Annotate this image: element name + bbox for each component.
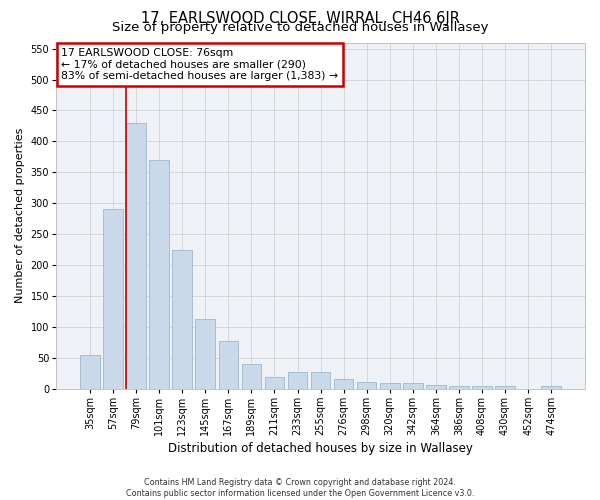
Bar — [265, 378, 284, 388]
Bar — [541, 386, 561, 388]
Bar — [311, 372, 331, 388]
Bar — [357, 382, 376, 388]
Bar — [126, 123, 146, 388]
Bar — [149, 160, 169, 388]
Bar — [449, 386, 469, 388]
Text: Contains HM Land Registry data © Crown copyright and database right 2024.
Contai: Contains HM Land Registry data © Crown c… — [126, 478, 474, 498]
Text: Size of property relative to detached houses in Wallasey: Size of property relative to detached ho… — [112, 21, 488, 34]
Bar — [80, 354, 100, 388]
Bar — [172, 250, 192, 388]
Bar — [218, 341, 238, 388]
Bar — [380, 383, 400, 388]
Bar — [242, 364, 261, 388]
Text: 17, EARLSWOOD CLOSE, WIRRAL, CH46 6JR: 17, EARLSWOOD CLOSE, WIRRAL, CH46 6JR — [140, 11, 460, 26]
Bar — [288, 372, 307, 388]
Bar — [495, 386, 515, 388]
X-axis label: Distribution of detached houses by size in Wallasey: Distribution of detached houses by size … — [168, 442, 473, 455]
Bar — [403, 383, 422, 388]
Bar — [334, 378, 353, 388]
Y-axis label: Number of detached properties: Number of detached properties — [15, 128, 25, 303]
Bar — [426, 385, 446, 388]
Bar — [472, 386, 492, 388]
Text: 17 EARLSWOOD CLOSE: 76sqm
← 17% of detached houses are smaller (290)
83% of semi: 17 EARLSWOOD CLOSE: 76sqm ← 17% of detac… — [61, 48, 338, 81]
Bar — [103, 210, 123, 388]
Bar — [196, 319, 215, 388]
